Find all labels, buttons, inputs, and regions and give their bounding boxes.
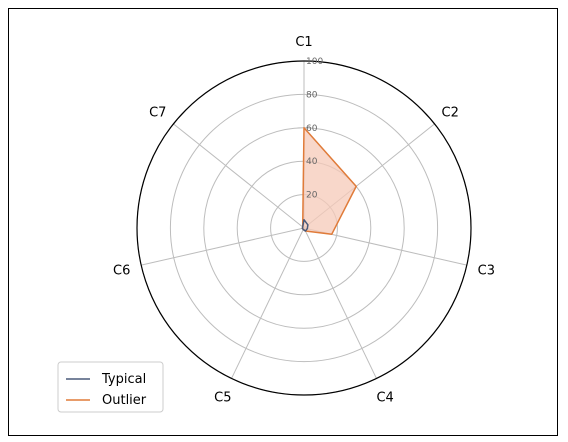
ring-80 <box>169 93 439 363</box>
series-line-typical <box>301 218 309 232</box>
category-label-c4: C4 <box>376 390 393 405</box>
rtick-label-60: 60 <box>306 124 318 134</box>
category-label-c2: C2 <box>442 105 459 120</box>
spoke-c4 <box>303 227 377 379</box>
rtick-label-20: 20 <box>306 191 318 201</box>
spoke-c7 <box>173 123 305 229</box>
category-label-c1: C1 <box>295 35 312 50</box>
series-layer <box>301 127 357 236</box>
category-label-c3: C3 <box>478 264 495 279</box>
category-label-c5: C5 <box>214 390 231 405</box>
rtick-label-40: 40 <box>306 157 318 167</box>
radial-ticks: 20 40 60 80 100 <box>306 57 323 201</box>
legend-label-outlier: Outlier <box>102 393 147 408</box>
spoke-c5 <box>231 227 305 379</box>
spoke-c6 <box>141 227 305 266</box>
series-area-outlier <box>302 127 357 235</box>
outer-ring <box>136 60 472 396</box>
rtick-label-100: 100 <box>306 57 323 67</box>
rtick-label-80: 80 <box>306 90 318 100</box>
category-label-c7: C7 <box>149 105 166 120</box>
legend: Typical Outlier <box>57 361 164 413</box>
legend-label-typical: Typical <box>101 372 146 387</box>
category-labels: C1 C2 C3 C4 C5 C6 C7 <box>113 35 495 405</box>
category-label-c6: C6 <box>113 264 130 279</box>
